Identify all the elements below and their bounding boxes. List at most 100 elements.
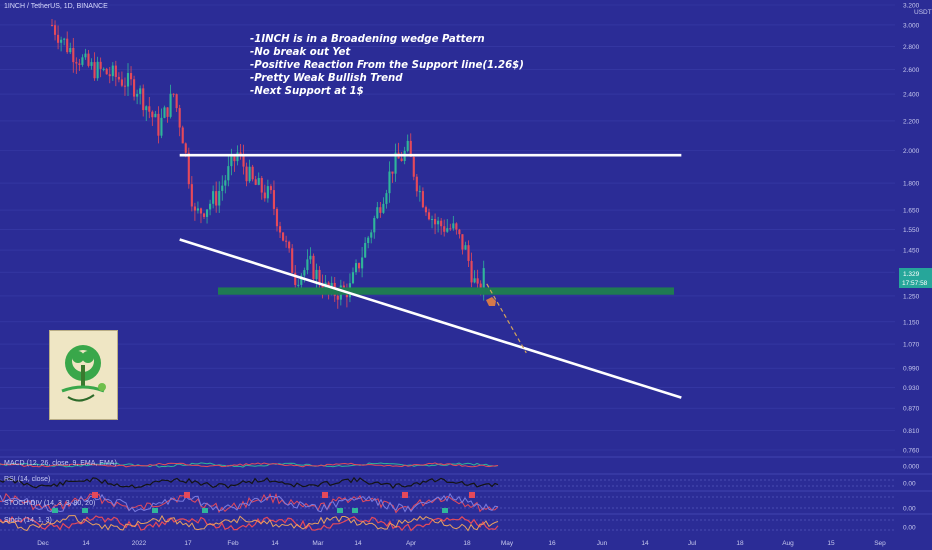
macd-signal-line: [0, 462, 499, 468]
candle-body: [391, 171, 394, 174]
candle-body: [190, 184, 193, 207]
candle-body: [50, 24, 54, 26]
price-tick-label: 2.000: [903, 148, 920, 155]
time-tick-label: Feb: [227, 540, 239, 547]
support-zone[interactable]: [218, 287, 674, 295]
stoch-label[interactable]: Stoch (14, 1, 3): [4, 517, 52, 524]
candle-body: [212, 191, 215, 204]
support-line[interactable]: [179, 238, 682, 399]
bull-signal-marker: [152, 508, 158, 513]
macd-label[interactable]: MACD (12, 26, close, 9, EMA, EMA): [4, 460, 117, 467]
candle-body: [236, 152, 239, 162]
note-line: -Next Support at 1$: [250, 85, 364, 97]
candle-body: [139, 88, 142, 94]
time-tick-label: 14: [271, 540, 279, 547]
time-tick-label: Mar: [312, 540, 324, 547]
bull-signal-marker: [82, 508, 88, 513]
price-axis: 3.200 3.000 2.800 2.600 2.400 2.200 2.000 1.800…: [903, 0, 932, 532]
candle-body: [90, 62, 93, 66]
time-tick-label: Jun: [597, 540, 608, 547]
candle-body: [145, 106, 148, 111]
candle-body: [209, 203, 212, 210]
bull-signal-marker: [202, 508, 208, 513]
candle-body: [169, 93, 172, 117]
candle-body: [406, 140, 409, 151]
candle-body: [269, 186, 272, 191]
candle-body: [351, 272, 355, 284]
time-axis: Dec 14 2022 17 Feb 14 Mar 14 Apr 18 May 16 Jun 14 Jul 1…: [37, 540, 886, 547]
candle-body: [60, 39, 63, 43]
candle-body: [72, 47, 75, 63]
candle-body: [181, 127, 184, 144]
candle-body: [443, 226, 446, 232]
bull-signal-marker: [52, 508, 58, 513]
candle-body: [364, 242, 367, 258]
price-tick-label: 0.870: [903, 406, 920, 413]
candle-body: [275, 208, 279, 227]
candle-body: [75, 62, 78, 64]
bear-signal-marker: [402, 492, 408, 498]
candle-body: [84, 53, 87, 58]
candle-body: [199, 208, 203, 214]
time-tick-label: 2022: [132, 540, 147, 547]
note-line: -No break out Yet: [250, 46, 351, 58]
candle-body: [400, 158, 403, 161]
indicator-tick-label: 0.00: [903, 0, 916, 2]
candle-body: [120, 79, 123, 86]
candle-body: [412, 156, 415, 177]
candle-body: [224, 180, 227, 186]
candle-body: [382, 203, 385, 213]
candle-body: [157, 113, 160, 136]
candle-body: [215, 191, 218, 206]
candle-body: [427, 212, 431, 220]
macd-line: [0, 462, 499, 468]
candle-body: [111, 65, 114, 77]
time-tick-label: Sep: [874, 540, 886, 547]
candle-body: [251, 166, 254, 180]
candle-body: [312, 255, 315, 280]
candle-body: [421, 191, 424, 208]
candle-body: [336, 295, 339, 300]
candle-body: [388, 171, 391, 194]
candle-body: [415, 176, 418, 192]
candle-body: [449, 228, 452, 230]
projection-path[interactable]: [486, 283, 527, 354]
candle-body: [418, 191, 421, 193]
candle-body: [102, 68, 105, 70]
candle-body: [81, 57, 84, 65]
stoch-div-d-line: [0, 492, 499, 513]
candle-body: [263, 192, 266, 199]
price-tick-label: 2.800: [903, 44, 920, 51]
candle-body: [230, 155, 233, 167]
candle-body: [257, 177, 260, 185]
candle-body: [123, 85, 127, 87]
candle-body: [69, 47, 72, 53]
candle-body: [303, 270, 306, 276]
candle-body: [370, 232, 373, 238]
rsi-label[interactable]: RSI (14, close): [4, 476, 51, 483]
bear-signal-marker: [469, 492, 475, 498]
candle-body: [166, 107, 169, 117]
candle-body: [245, 166, 248, 182]
price-tick-label: 1.150: [903, 319, 920, 326]
candle-body: [324, 282, 327, 292]
stoch-div-label[interactable]: STOCH DIV (14, 3, 3, 80, 20): [4, 500, 96, 507]
candle-body: [233, 155, 236, 162]
candle-body: [446, 228, 449, 232]
candle-body: [248, 166, 251, 182]
indicator-tick-label: 0.00: [903, 481, 916, 488]
candle-body: [193, 206, 196, 211]
candle-body: [218, 190, 221, 206]
candle-body: [342, 285, 345, 288]
candle-body: [53, 25, 57, 35]
candle-body: [300, 275, 303, 285]
candle-body: [306, 259, 309, 271]
time-tick-label: 17: [184, 540, 192, 547]
time-tick-label: 16: [548, 540, 556, 547]
bull-signal-marker: [352, 508, 358, 513]
candle-body: [184, 143, 187, 153]
bear-signal-marker: [92, 492, 98, 498]
candle-body: [148, 106, 151, 112]
time-tick-label: Apr: [406, 540, 417, 547]
